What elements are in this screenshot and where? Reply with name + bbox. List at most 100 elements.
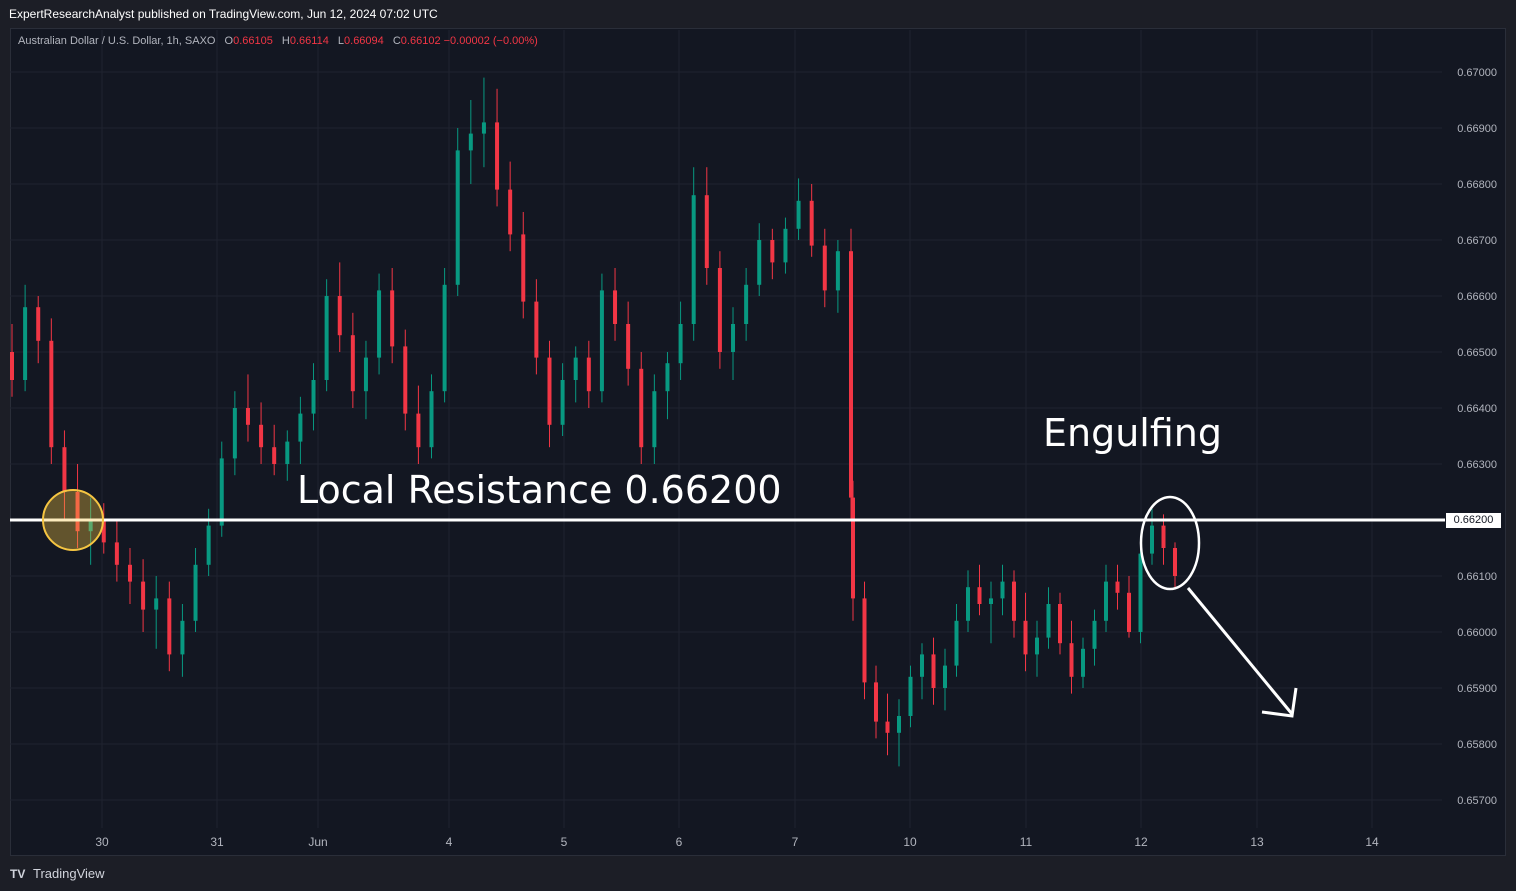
- price-tick-label: 0.66100: [1457, 571, 1497, 583]
- open-label: O: [224, 35, 234, 47]
- candle-body: [232, 408, 237, 459]
- candle-body: [10, 352, 14, 380]
- candle-body: [966, 587, 970, 621]
- candle-body: [88, 520, 93, 532]
- candle-body: [193, 564, 198, 621]
- candle-body: [416, 413, 421, 448]
- candle-body: [862, 598, 867, 683]
- time-axis[interactable]: 30 31 Jun 4 5 6 7 10 11 12 13 14: [95, 835, 1379, 849]
- candle-body: [822, 245, 827, 291]
- tradingview-brand[interactable]: TradingView: [33, 866, 105, 881]
- candle-body: [101, 520, 106, 543]
- candle-body: [521, 234, 526, 302]
- price-tick-label: 0.66700: [1457, 235, 1497, 247]
- candle-body: [1127, 592, 1131, 632]
- grid: [10, 30, 1442, 828]
- time-tick-label: 14: [1365, 835, 1379, 849]
- time-tick-label: 31: [210, 835, 224, 849]
- candle-body: [586, 357, 591, 392]
- resistance-label: Local Resistance 0.66200: [297, 468, 782, 512]
- candle-body: [796, 200, 801, 229]
- candle-body: [1023, 620, 1028, 655]
- candle-body: [757, 240, 762, 285]
- candle-body: [403, 346, 408, 414]
- candle-body: [1115, 581, 1120, 593]
- candle-body: [1081, 648, 1085, 677]
- candles: [10, 77, 1177, 767]
- candle-body: [350, 335, 355, 392]
- time-tick-label: 6: [676, 835, 683, 849]
- candle-body: [783, 228, 788, 263]
- candle-body: [206, 525, 211, 565]
- candle-body: [62, 447, 67, 492]
- candle-body: [599, 290, 604, 392]
- published-caption: ExpertResearchAnalyst published on Tradi…: [9, 7, 438, 21]
- candle-body: [219, 458, 224, 526]
- candle-body: [1161, 525, 1166, 548]
- low-label: L: [337, 35, 345, 47]
- price-tick-label: 0.65900: [1457, 683, 1497, 695]
- time-tick-label: Jun: [308, 835, 327, 849]
- candle-body: [285, 441, 290, 464]
- price-tick-label: 0.66400: [1457, 403, 1497, 415]
- high-value: 0.66114: [289, 35, 329, 47]
- candle-body: [639, 368, 644, 448]
- candle-body: [337, 296, 342, 336]
- engulfing-circle: [1139, 495, 1201, 591]
- candle-body: [744, 284, 749, 324]
- candle-body: [36, 307, 41, 341]
- candle-body: [1173, 548, 1177, 576]
- candle-body: [560, 380, 565, 425]
- candle-body: [626, 324, 631, 369]
- price-tick-label: 0.65800: [1457, 739, 1497, 751]
- high-label: H: [281, 35, 290, 47]
- price-tick-label: 0.66600: [1457, 291, 1497, 303]
- time-tick-label: 12: [1134, 835, 1148, 849]
- candle-body: [468, 133, 473, 151]
- top-bar: ExpertResearchAnalyst published on Tradi…: [0, 0, 1516, 28]
- candle-body: [691, 195, 696, 324]
- time-tick-label: 7: [792, 835, 799, 849]
- engulfing-label: Engulfing: [1043, 411, 1222, 455]
- candle-body: [1035, 637, 1039, 655]
- close-value: 0.66102: [400, 35, 441, 47]
- candle-body: [573, 357, 578, 380]
- candle-body: [141, 581, 146, 610]
- price-axis[interactable]: 0.67000 0.66900 0.66800 0.66700 0.66600 0.665…: [1457, 67, 1497, 807]
- candle-body: [678, 324, 683, 364]
- time-tick-label: 30: [95, 835, 109, 849]
- tradingview-logo-icon[interactable]: TV: [10, 867, 26, 881]
- candle-body: [311, 380, 316, 414]
- candle-body: [180, 620, 185, 655]
- candle-body: [455, 150, 460, 285]
- symbol-legend[interactable]: Australian Dollar / U.S. Dollar, 1h, SAX…: [18, 35, 538, 47]
- candle-body: [731, 324, 736, 352]
- candle-body: [943, 665, 947, 688]
- candle-body: [931, 654, 936, 688]
- candle-body: [363, 357, 368, 392]
- candle-body: [1138, 553, 1143, 632]
- candle-body: [665, 363, 670, 392]
- candle-body: [920, 654, 924, 677]
- resistance-price-tag: 0.66200: [1446, 513, 1501, 528]
- close-label: C: [392, 35, 401, 47]
- candle-body: [429, 391, 434, 448]
- candle-body: [897, 716, 901, 733]
- price-tick-label: 0.66000: [1457, 627, 1497, 639]
- candle-body: [442, 284, 447, 392]
- candle-body: [989, 598, 993, 604]
- candle-body: [1000, 581, 1005, 599]
- open-value: 0.66105: [233, 35, 273, 47]
- candle-body: [114, 542, 119, 565]
- candle-body: [770, 240, 775, 263]
- candle-body: [717, 268, 722, 352]
- candle-body: [835, 251, 840, 291]
- candle-body: [259, 424, 264, 448]
- candle-body: [75, 492, 80, 532]
- candle-body: [167, 598, 172, 655]
- time-tick-label: 11: [1020, 835, 1033, 849]
- change-value: −0.00002 (−0.00%): [443, 35, 538, 47]
- candle-body: [272, 447, 277, 464]
- candle-body: [1058, 604, 1062, 644]
